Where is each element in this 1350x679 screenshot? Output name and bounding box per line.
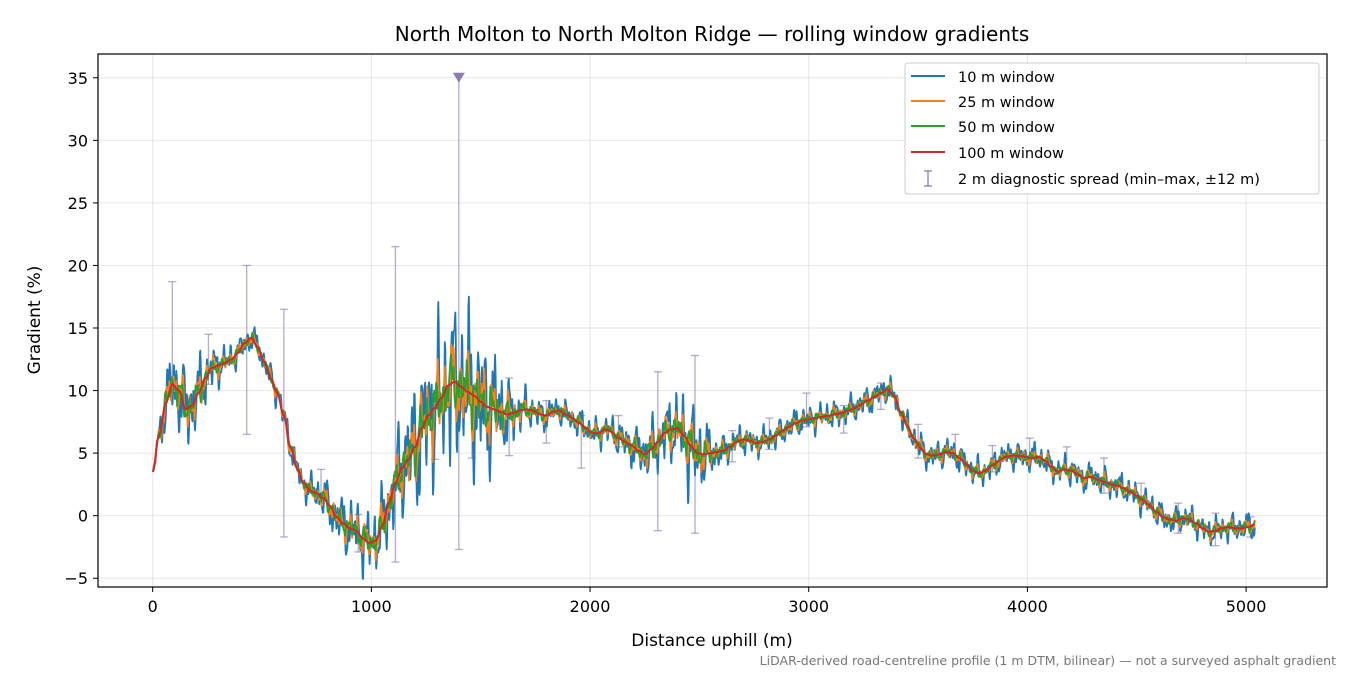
legend-label-25m: 25 m window (958, 95, 1055, 111)
y-tick-label: −5 (64, 569, 88, 588)
x-tick-label: 3000 (788, 597, 829, 616)
series-line-25m (151, 331, 1256, 562)
legend-label-100m: 100 m window (958, 146, 1064, 162)
chart-title: North Molton to North Molton Ridge — rol… (395, 22, 1030, 46)
legend-label-10m: 10 m window (958, 70, 1055, 86)
axis-ticks: 0 1000 2000 3000 4000 5000 −5 0 5 10 15 20 25 30 35 (64, 69, 1266, 616)
y-tick-label: 25 (68, 194, 88, 213)
y-tick-label: 30 (68, 131, 88, 150)
x-tick-label: 1000 (351, 597, 392, 616)
series-lines (151, 295, 1256, 580)
y-tick-label: 10 (68, 382, 88, 401)
plot-frame (97, 53, 1328, 588)
spread-bar (242, 264, 251, 436)
x-tick-label: 0 (148, 597, 158, 616)
series-line-100m (151, 337, 1256, 545)
spread-bar (391, 246, 400, 563)
footnote: LiDAR-derived road-centreline profile (1… (760, 653, 1336, 668)
spread-bar (452, 72, 465, 551)
spread-bars (168, 72, 1255, 563)
x-tick-label: 4000 (1007, 597, 1048, 616)
x-tick-label: 5000 (1226, 597, 1267, 616)
grid (98, 54, 1327, 587)
y-tick-label: 5 (78, 444, 88, 463)
legend: 10 m window 25 m window 50 m window 100 … (904, 62, 1320, 195)
spread-bar (279, 308, 288, 538)
x-tick-label: 2000 (570, 597, 611, 616)
series-line-10m (151, 295, 1256, 580)
y-axis-label: Gradient (%) (25, 266, 45, 375)
y-tick-label: 0 (78, 507, 88, 526)
y-tick-label: 20 (68, 256, 88, 275)
legend-swatch-spread (924, 170, 932, 187)
legend-label-50m: 50 m window (958, 120, 1055, 136)
y-tick-label: 35 (68, 69, 88, 88)
legend-box (904, 62, 1320, 195)
y-tick-label: 15 (68, 319, 88, 338)
x-axis-label: Distance uphill (m) (631, 631, 792, 651)
spread-bar (914, 423, 923, 459)
legend-label-spread: 2 m diagnostic spread (min–max, ±12 m) (958, 172, 1260, 188)
